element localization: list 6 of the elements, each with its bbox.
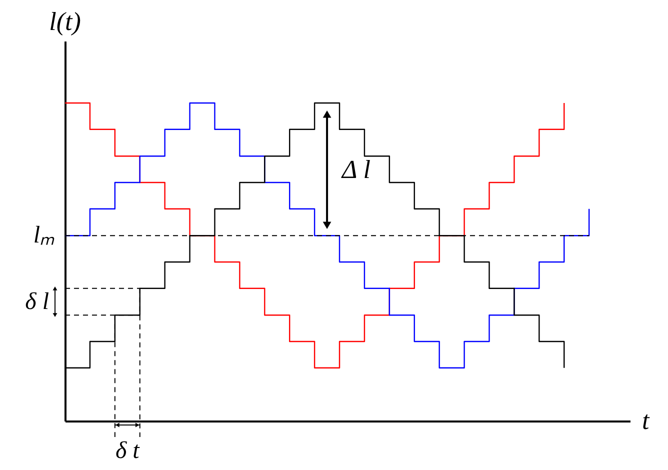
text: δ l [25,288,50,315]
text: δ t [115,438,141,464]
annotation: Δ l [341,154,371,184]
ref-line-label: lₘ [33,222,55,249]
y-axis-title: l(t) [49,7,81,36]
x-axis-title: t [642,406,650,435]
